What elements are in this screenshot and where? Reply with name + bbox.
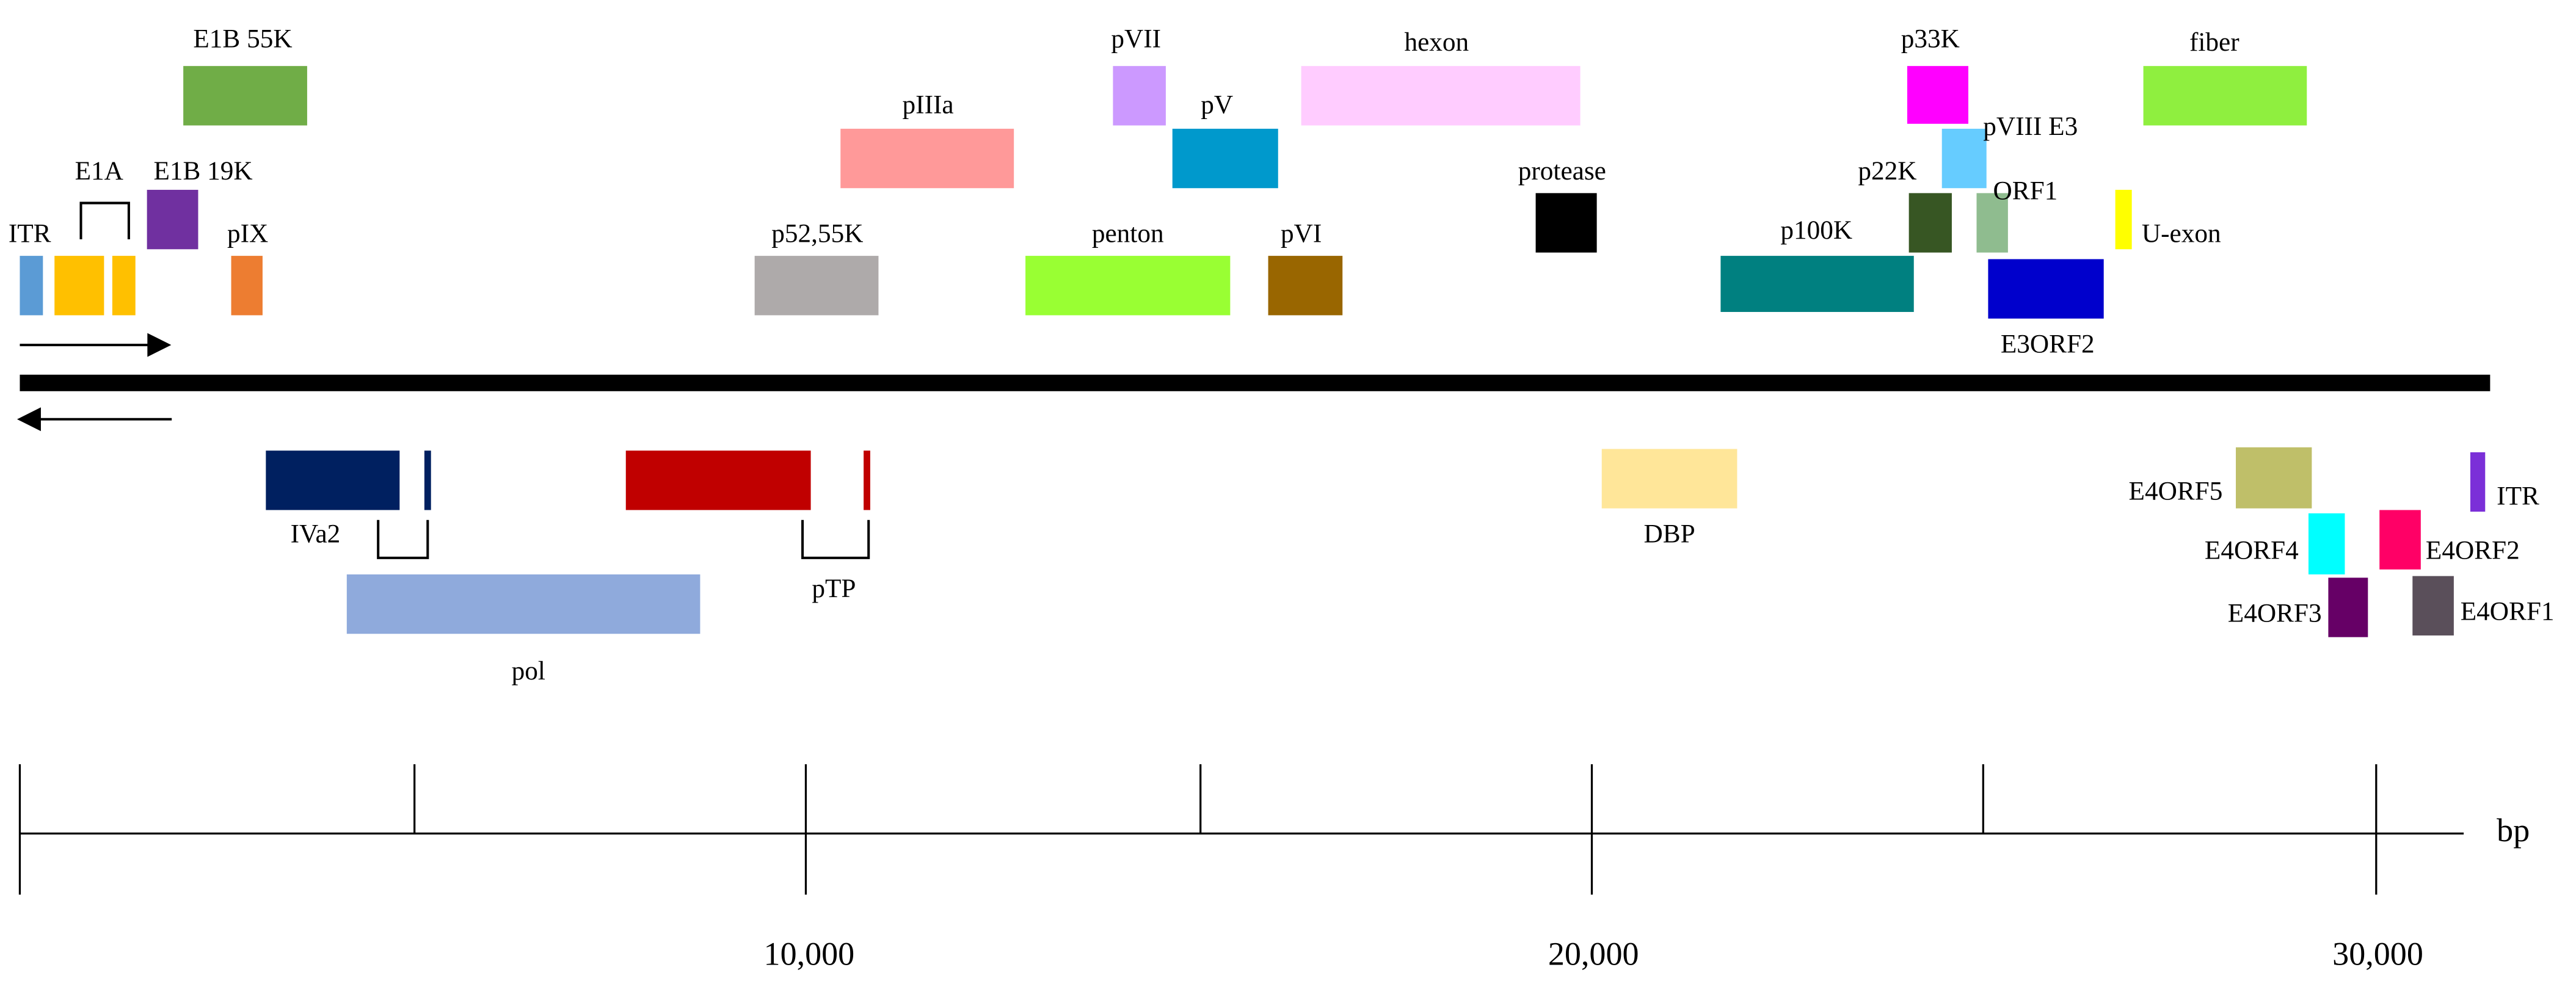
gene-label: pV xyxy=(1201,90,1233,120)
gene-box xyxy=(266,451,400,510)
gene-label: pVI xyxy=(1281,219,1322,248)
genome-line xyxy=(20,374,2490,391)
gene-box xyxy=(2143,66,2307,126)
gene-label: E4ORF4 xyxy=(2205,536,2299,565)
gene-bracket xyxy=(801,520,870,559)
gene-box xyxy=(346,574,700,634)
strand-arrows xyxy=(16,333,172,432)
gene-box xyxy=(147,189,198,250)
gene-box xyxy=(1535,193,1597,253)
gene-label: pVIII E3 xyxy=(1983,112,2078,141)
scale-label: 30,000 xyxy=(2332,936,2423,972)
gene-box xyxy=(2328,577,2368,637)
gene-label: E1B 55K xyxy=(193,24,292,54)
gene-label: hexon xyxy=(1404,27,1469,57)
scale-label: 10,000 xyxy=(764,936,855,972)
gene-label: E4ORF2 xyxy=(2426,536,2520,565)
gene-label: fiber xyxy=(2189,27,2239,57)
gene-box xyxy=(231,256,263,316)
reverse-arrowhead xyxy=(16,407,41,432)
gene-bracket xyxy=(79,201,130,240)
gene-box xyxy=(2235,447,2312,509)
gene-label: p22K xyxy=(1858,156,1916,186)
gene-box xyxy=(1907,66,1968,124)
gene-box xyxy=(1301,66,1581,126)
gene-box xyxy=(1941,128,1987,189)
gene-label: IVa2 xyxy=(291,520,341,549)
gene-label: ORF1 xyxy=(1993,176,2058,205)
gene-box xyxy=(1988,259,2104,319)
gene-box xyxy=(625,451,811,510)
gene-label: E1B 19K xyxy=(153,156,252,186)
gene-label: ITR xyxy=(9,219,51,248)
gene-box xyxy=(1025,256,1231,316)
gene-box xyxy=(183,66,307,126)
gene-label: pIX xyxy=(227,219,268,248)
gene-label: protease xyxy=(1518,156,1606,186)
gene-box xyxy=(864,451,870,510)
forward-arrowhead xyxy=(147,333,172,357)
gene-box xyxy=(2412,576,2454,635)
gene-box xyxy=(1720,256,1914,313)
gene-box xyxy=(54,256,104,316)
gene-label: E4ORF5 xyxy=(2129,476,2223,505)
gene-box xyxy=(2379,510,2421,570)
gene-box xyxy=(840,128,1014,189)
gene-label: ITR xyxy=(2497,481,2539,510)
scale-bar xyxy=(18,764,2464,895)
gene-box xyxy=(1601,449,1737,509)
gene-box xyxy=(1172,128,1278,189)
gene-box xyxy=(112,256,136,316)
gene-label: p100K xyxy=(1780,215,1852,245)
gene-label: p52,55K xyxy=(771,219,863,248)
gene-box xyxy=(2115,189,2132,250)
gene-box xyxy=(754,256,879,316)
gene-label: pIIIa xyxy=(903,90,954,120)
gene-label: E3ORF2 xyxy=(2001,330,2095,359)
gene-box xyxy=(20,256,43,316)
gene-box xyxy=(2470,452,2486,512)
gene-box xyxy=(424,451,431,510)
gene-label: pol xyxy=(512,656,545,686)
gene-label: pTP xyxy=(812,574,856,603)
gene-bracket xyxy=(377,520,429,559)
gene-box xyxy=(2308,513,2345,574)
gene-box xyxy=(1113,66,1166,126)
scale-label: 20,000 xyxy=(1548,936,1639,972)
gene-box xyxy=(1268,256,1343,316)
gene-label: U-exon xyxy=(2142,219,2221,248)
gene-label: penton xyxy=(1092,219,1164,248)
gene-label: E4ORF3 xyxy=(2228,598,2322,628)
gene-label: pVII xyxy=(1111,24,1161,54)
gene-label: DBP xyxy=(1644,520,1695,549)
gene-box xyxy=(1976,193,2008,253)
gene-label: E1A xyxy=(75,156,123,186)
scale-unit: bp xyxy=(2497,812,2530,849)
gene-label: E4ORF1 xyxy=(2461,597,2555,626)
gene-box xyxy=(1908,193,1952,253)
gene-label: p33K xyxy=(1901,24,1960,54)
